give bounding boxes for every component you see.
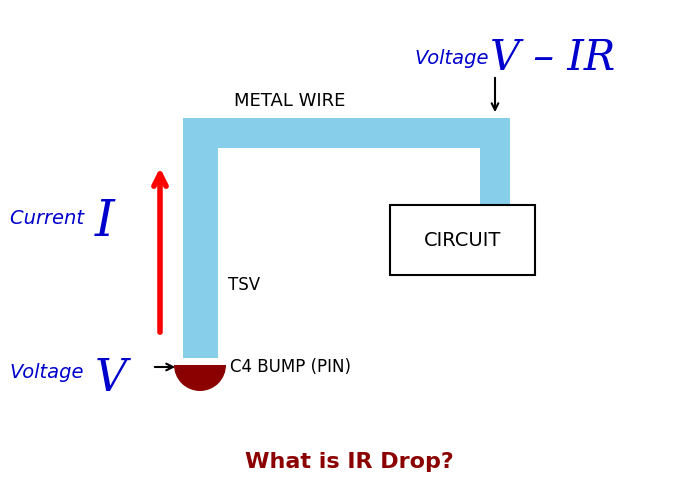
Text: Current: Current [10, 209, 90, 227]
Text: V – IR: V – IR [490, 37, 615, 79]
Text: METAL WIRE: METAL WIRE [235, 92, 346, 110]
Bar [480, 148, 510, 235]
Text: C4 BUMP (PIN): C4 BUMP (PIN) [230, 358, 351, 376]
Wedge shape [174, 365, 226, 391]
Text: I: I [95, 197, 114, 246]
Text: Voltage: Voltage [415, 49, 495, 67]
Text: TSV: TSV [228, 276, 260, 294]
Bar [390, 205, 535, 275]
Text: Voltage: Voltage [10, 362, 90, 382]
Text: CIRCUIT: CIRCUIT [424, 230, 501, 249]
Text: V: V [95, 356, 127, 400]
Bar [183, 118, 218, 358]
Text: What is IR Drop?: What is IR Drop? [244, 452, 454, 472]
Bar [183, 118, 510, 148]
